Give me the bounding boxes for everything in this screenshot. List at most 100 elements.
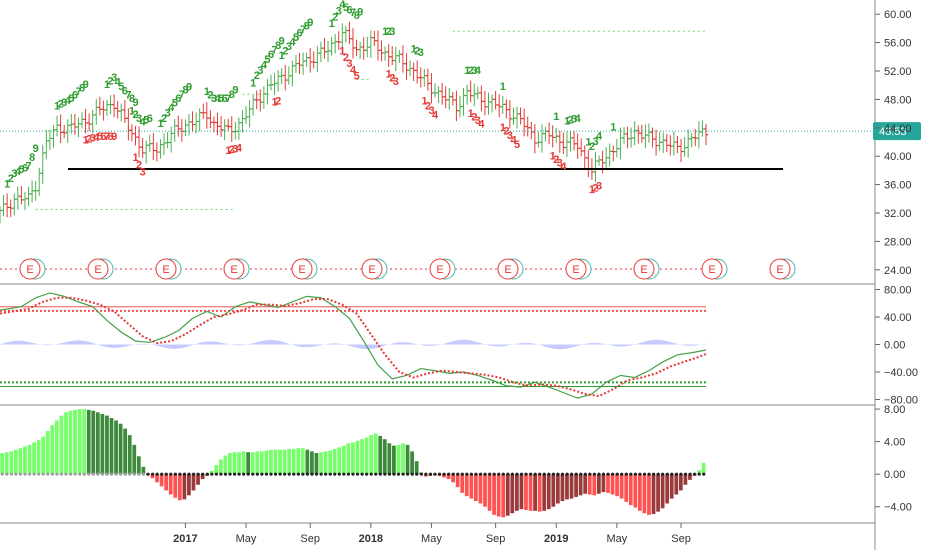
oscillator-panel[interactable] <box>0 292 707 399</box>
earnings-marker[interactable] <box>429 258 451 280</box>
histogram-bar <box>109 418 114 475</box>
zero-line-dot <box>360 472 364 476</box>
histogram-bar <box>446 474 451 480</box>
zero-line-dot <box>574 472 578 476</box>
td-sell-count: 3 <box>475 115 481 127</box>
histogram-bar <box>369 435 373 475</box>
td-buy-count: 8 <box>182 84 188 96</box>
zero-line-dot <box>64 472 68 476</box>
histogram-bar <box>323 451 328 475</box>
td-buy-count: 1 <box>54 100 60 112</box>
td-buy-count: 4 <box>289 36 296 48</box>
histogram-bar <box>127 435 132 475</box>
td-sell-count: 3 <box>232 143 238 155</box>
td-buy-count: 8 <box>79 83 85 95</box>
histogram-bar <box>382 439 387 475</box>
earnings-marker[interactable] <box>565 258 587 280</box>
oscillator-histogram-area <box>0 339 706 350</box>
histogram-bar <box>246 452 251 475</box>
histogram-bar <box>310 451 314 475</box>
histogram-bar <box>656 474 660 512</box>
histogram-bar <box>392 445 396 475</box>
histogram-bar <box>360 439 364 475</box>
zero-line-dot <box>69 472 73 476</box>
histogram-bar <box>164 474 169 491</box>
earnings-marker-label: E <box>708 264 715 276</box>
earnings-marker[interactable] <box>361 258 383 280</box>
earnings-marker-label: E <box>26 264 33 276</box>
earnings-marker[interactable] <box>223 258 245 280</box>
histogram-bar <box>364 437 369 475</box>
earnings-marker[interactable] <box>769 258 791 280</box>
histogram-bar <box>36 439 41 475</box>
histogram-axis-label: −4.00 <box>884 502 912 514</box>
earnings-marker[interactable] <box>633 258 655 280</box>
td-sell-count: 3 <box>557 157 563 169</box>
histogram-bar <box>27 444 32 475</box>
zero-line-dot <box>652 472 656 476</box>
td-sell-count: 1 <box>421 95 427 107</box>
histogram-bar <box>455 474 460 488</box>
zero-line-dot <box>419 472 423 476</box>
zero-line-dot <box>683 472 688 476</box>
earnings-marker[interactable] <box>291 258 313 280</box>
histogram-bar <box>405 444 410 475</box>
td-sell-count: 3 <box>346 58 352 70</box>
histogram-bar <box>237 452 241 475</box>
histogram-bar <box>123 428 128 475</box>
td-buy-count: 8 <box>275 40 281 52</box>
oscillator-signal-line[interactable] <box>0 296 707 398</box>
td-buy-count: 4 <box>15 166 22 178</box>
zero-line-dot <box>624 472 628 476</box>
td-buy-count: 4 <box>215 93 222 105</box>
histogram-bar <box>23 446 27 475</box>
zero-line-dot <box>661 472 665 476</box>
histogram-bar <box>68 410 73 475</box>
zero-line-dot <box>392 472 396 476</box>
zero-line-dot <box>410 472 414 476</box>
td-buy-count: 1 <box>553 111 559 123</box>
zero-line-dot <box>702 472 706 476</box>
td-sell-count: 3 <box>140 166 146 178</box>
earnings-marker[interactable] <box>155 258 177 280</box>
td-buy-count: 7 <box>26 161 32 173</box>
histogram-bar <box>278 449 282 475</box>
zero-line-dot <box>324 472 328 476</box>
earnings-marker-label: E <box>572 264 579 276</box>
td-buy-count: 6 <box>297 28 303 40</box>
td-buy-count: 1 <box>129 106 135 118</box>
td-sell-count: 1 <box>589 184 595 196</box>
histogram-bar <box>410 451 414 475</box>
zero-line-dot <box>287 472 291 476</box>
time-axis-label: May <box>236 533 257 545</box>
histogram-bar <box>173 474 178 498</box>
zero-line-dot <box>560 472 565 476</box>
price-axis-label: 36.00 <box>884 180 912 192</box>
zero-line-dot <box>87 472 91 476</box>
td-buy-count: 3 <box>111 72 117 84</box>
histogram-bar <box>396 444 401 475</box>
earnings-marker[interactable] <box>19 258 41 280</box>
histogram-bar <box>387 443 392 475</box>
earnings-marker[interactable] <box>87 258 109 280</box>
td-buy-count: 2 <box>132 109 138 121</box>
histogram-bar <box>647 474 651 515</box>
td-buy-count: 7 <box>75 86 81 98</box>
earnings-marker[interactable] <box>701 258 723 280</box>
histogram-panel[interactable] <box>0 409 706 518</box>
zero-line-dot <box>269 472 273 476</box>
histogram-bar <box>168 474 173 495</box>
histogram-bar <box>651 474 656 515</box>
earnings-marker[interactable] <box>497 258 519 280</box>
histogram-bar <box>587 474 592 495</box>
histogram-bar <box>615 474 619 497</box>
td-buy-count: 1 <box>500 81 506 93</box>
histogram-bar <box>355 440 360 475</box>
zero-line-dot <box>551 472 556 476</box>
td-buy-count: 8 <box>304 20 310 32</box>
zero-line-dot <box>187 472 191 476</box>
zero-line-dot <box>123 472 127 476</box>
